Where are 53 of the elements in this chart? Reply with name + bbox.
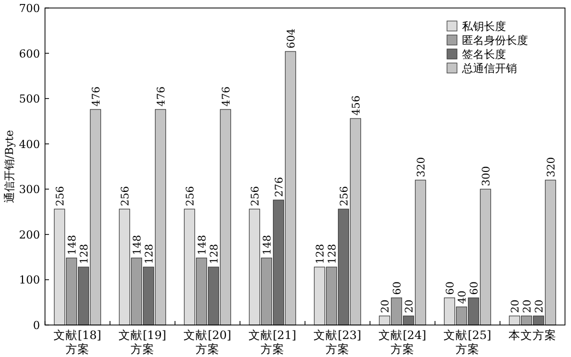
data-label: 256 <box>120 186 132 206</box>
data-label: 256 <box>54 186 66 206</box>
y-tick-label: 200 <box>19 228 40 242</box>
data-label: 128 <box>314 244 326 264</box>
data-label: 148 <box>196 234 208 255</box>
x-tick-label: 本文方案 <box>508 328 556 342</box>
data-label: 20 <box>510 300 522 313</box>
legend-label: 签名长度 <box>462 48 506 61</box>
data-label: 256 <box>338 186 350 206</box>
data-label: 276 <box>274 176 286 198</box>
data-label: 60 <box>392 281 404 295</box>
data-label: 60 <box>468 281 480 295</box>
legend-label: 私钥长度 <box>462 20 506 33</box>
y-tick-label: 100 <box>19 274 40 287</box>
x-tick-label: 文献[19]方案 <box>118 328 168 356</box>
data-label: 60 <box>444 281 456 295</box>
data-label: 256 <box>184 186 196 206</box>
x-tick-label: 文献[20]方案 <box>182 328 232 356</box>
y-axis-title: 通信开销/Byte <box>3 130 16 203</box>
data-label: 148 <box>66 234 78 255</box>
legend-label: 匿名身份长度 <box>462 34 528 47</box>
data-label: 128 <box>208 244 220 264</box>
data-label: 476 <box>156 86 168 106</box>
data-label: 148 <box>262 234 274 255</box>
x-tick-label: 文献[23]方案 <box>312 328 362 356</box>
data-label: 20 <box>522 300 534 313</box>
x-tick-label: 文献[25]方案 <box>442 328 492 356</box>
x-tick-label: 文献[21]方案 <box>248 328 298 356</box>
x-tick-label: 文献[18]方案 <box>52 328 102 356</box>
data-label: 40 <box>456 290 468 304</box>
data-label: 148 <box>132 234 144 255</box>
data-label: 128 <box>78 244 90 264</box>
data-label: 604 <box>286 28 298 48</box>
data-label: 20 <box>534 300 546 313</box>
y-tick-label: 500 <box>19 92 40 106</box>
data-label: 456 <box>350 95 362 116</box>
data-label: 20 <box>380 300 392 313</box>
data-label: 476 <box>90 86 102 106</box>
data-label: 300 <box>480 166 492 186</box>
legend-label: 总通信开销 <box>461 62 517 75</box>
data-label: 256 <box>250 186 262 206</box>
x-tick-label: 文献[24]方案 <box>378 328 428 356</box>
y-tick-label: 0 <box>33 319 40 332</box>
data-label: 320 <box>546 157 558 178</box>
data-label: 476 <box>220 86 232 106</box>
y-tick-label: 600 <box>19 47 40 60</box>
data-label: 128 <box>144 244 156 264</box>
data-label: 320 <box>416 157 428 178</box>
y-tick-label: 700 <box>19 2 40 15</box>
y-tick-label: 400 <box>19 138 40 151</box>
data-label: 128 <box>326 244 338 264</box>
y-tick-label: 300 <box>19 183 40 196</box>
data-label: 20 <box>404 300 416 313</box>
